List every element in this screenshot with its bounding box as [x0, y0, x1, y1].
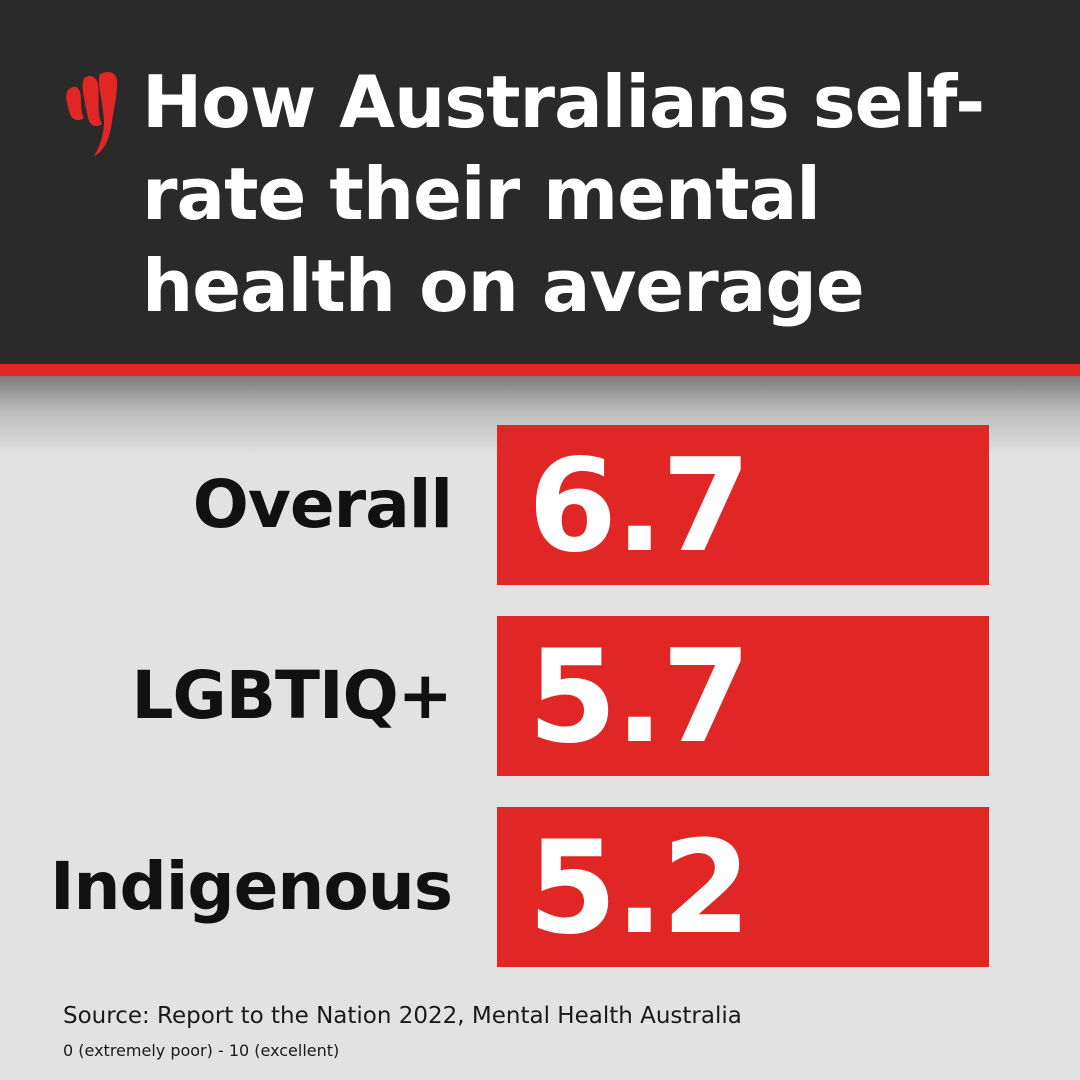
category-label: Overall — [192, 466, 453, 543]
chart-title: How Australians self- rate their mental … — [142, 56, 1042, 332]
header-red-rule — [0, 364, 1080, 376]
bar — [497, 807, 989, 967]
value-label: 6.7 — [528, 432, 751, 581]
sbs-logo-icon — [66, 72, 118, 156]
value-label: 5.2 — [528, 814, 751, 963]
header-panel — [0, 0, 1080, 364]
category-label: Indigenous — [49, 848, 453, 925]
bar — [497, 425, 989, 585]
chart-title-line-1: How Australians self- — [142, 60, 985, 144]
scale-note: 0 (extremely poor) - 10 (excellent) — [63, 1041, 340, 1060]
value-label: 5.7 — [528, 623, 751, 772]
bar — [497, 616, 989, 776]
chart-title-line-3: health on average — [142, 244, 865, 328]
source-note: Source: Report to the Nation 2022, Menta… — [63, 1003, 742, 1029]
category-label: LGBTIQ+ — [131, 657, 453, 734]
chart-title-line-2: rate their mental — [142, 152, 821, 236]
